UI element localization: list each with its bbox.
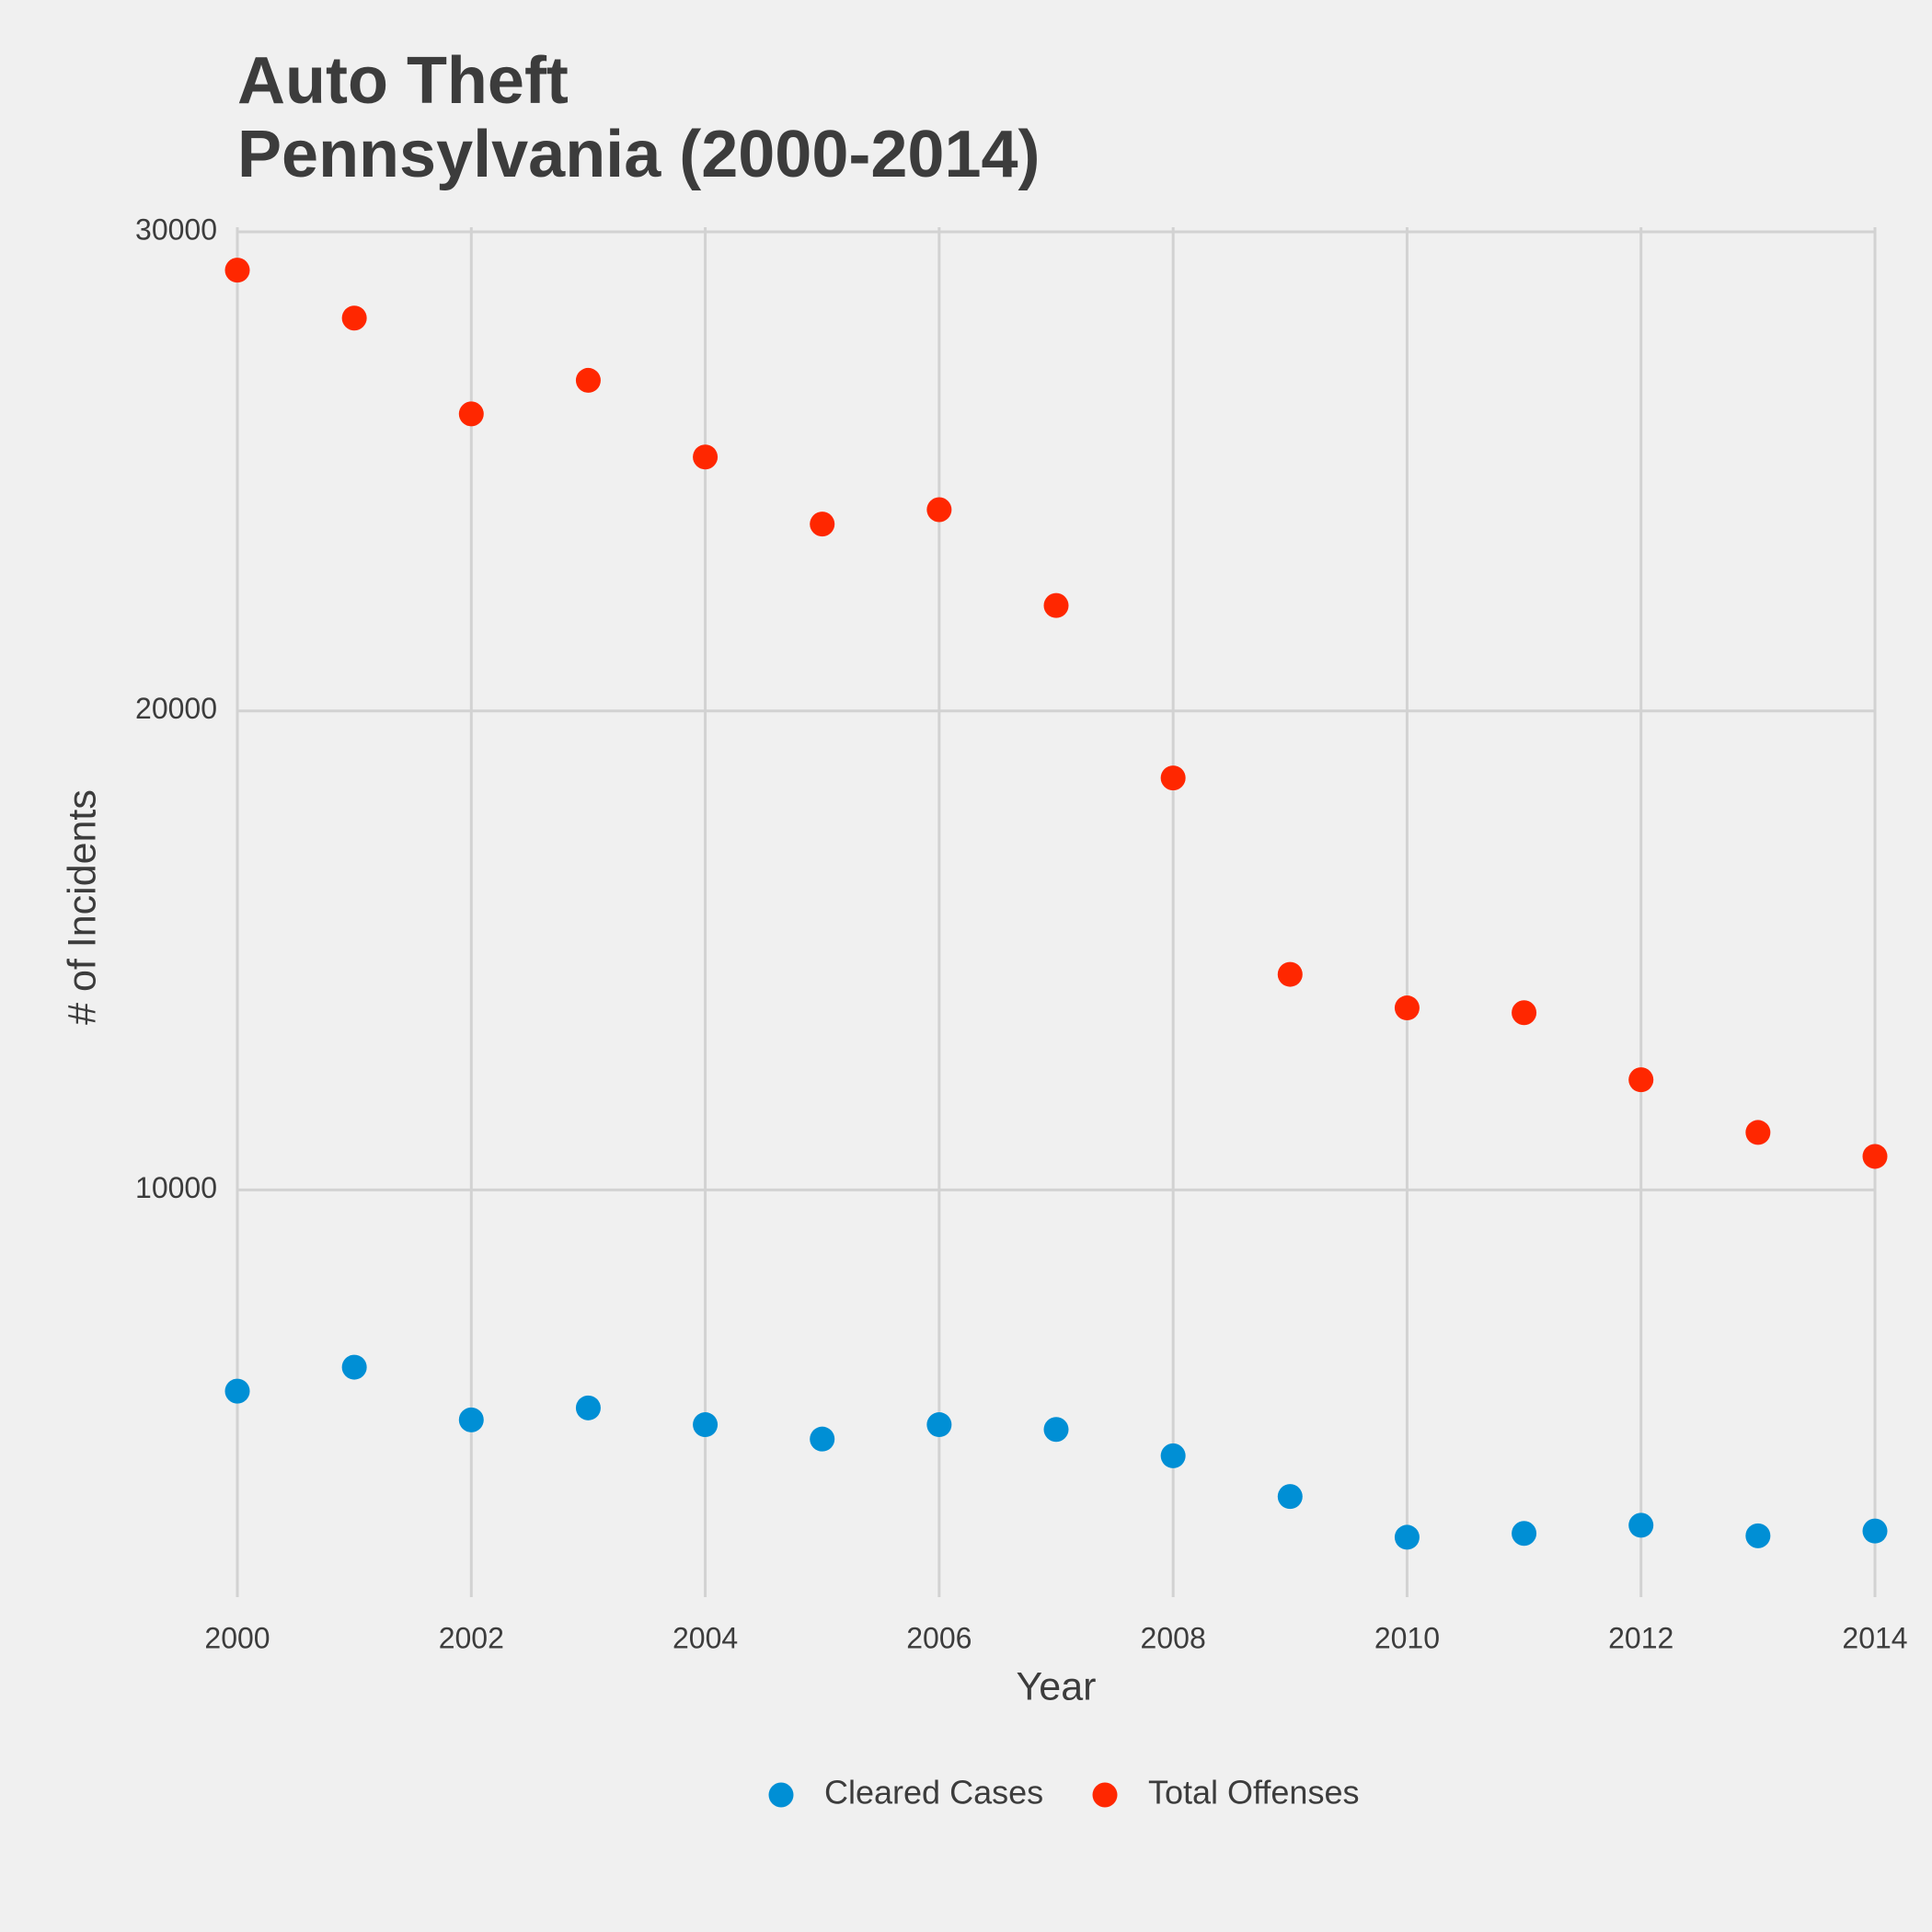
x-tick-label: 2008 (1141, 1621, 1206, 1654)
point (1043, 1417, 1069, 1443)
point (1394, 1524, 1420, 1550)
point (224, 258, 250, 283)
x-tick-label: 2014 (1842, 1621, 1907, 1654)
point (1862, 1518, 1888, 1544)
grid: 10000 20000 30000 2000 2002 2004 2006 2008 2010 2… (135, 213, 1908, 1654)
point (575, 1395, 601, 1420)
point (1745, 1523, 1771, 1548)
point (1745, 1120, 1771, 1145)
point (1512, 1000, 1537, 1026)
x-axis-title: Year (1017, 1664, 1097, 1708)
point (224, 1378, 250, 1404)
point (575, 367, 601, 393)
chart-title: Auto Theft (237, 44, 569, 118)
y-axis-title: # of Incidents (60, 789, 104, 1025)
point (1394, 995, 1420, 1021)
point (810, 1426, 835, 1452)
point (1628, 1067, 1654, 1093)
point (1160, 765, 1186, 791)
point (926, 1412, 952, 1438)
point (1628, 1512, 1654, 1538)
point (810, 512, 835, 537)
y-tick-label: 30000 (135, 213, 217, 246)
point (341, 305, 367, 331)
x-tick-label: 2006 (906, 1621, 972, 1654)
x-tick-label: 2012 (1608, 1621, 1673, 1654)
chart-subtitle: Pennsylvania (2000-2014) (237, 118, 1041, 191)
y-tick-label: 10000 (135, 1171, 217, 1204)
point (1160, 1443, 1186, 1468)
point (926, 497, 952, 523)
x-tick-label: 2004 (673, 1621, 738, 1654)
y-tick-label: 20000 (135, 692, 217, 725)
point (458, 1407, 484, 1432)
point (1862, 1144, 1888, 1169)
point (1277, 961, 1303, 987)
point (693, 444, 719, 470)
point (1043, 592, 1069, 618)
point (693, 1412, 719, 1438)
legend-marker (768, 1782, 794, 1808)
x-tick-label: 2000 (204, 1621, 270, 1654)
point (1512, 1521, 1537, 1547)
x-tick-label: 2002 (439, 1621, 504, 1654)
legend-label: Total Offenses (1148, 1774, 1359, 1811)
point (341, 1354, 367, 1380)
point (458, 401, 484, 427)
legend: Cleared Cases Total Offenses (768, 1774, 1359, 1811)
legend-label: Cleared Cases (824, 1774, 1043, 1811)
point (1277, 1484, 1303, 1510)
legend-marker (1092, 1782, 1118, 1808)
points (224, 258, 1888, 1550)
x-tick-label: 2010 (1374, 1621, 1440, 1654)
